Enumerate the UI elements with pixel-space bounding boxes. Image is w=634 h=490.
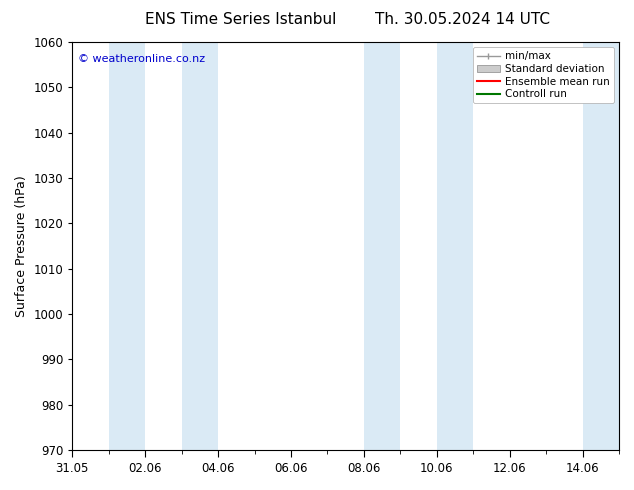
Text: © weatheronline.co.nz: © weatheronline.co.nz <box>78 54 205 64</box>
Legend: min/max, Standard deviation, Ensemble mean run, Controll run: min/max, Standard deviation, Ensemble me… <box>472 47 614 103</box>
Bar <box>109 42 145 450</box>
Bar <box>583 42 619 450</box>
Text: Th. 30.05.2024 14 UTC: Th. 30.05.2024 14 UTC <box>375 12 550 27</box>
Y-axis label: Surface Pressure (hPa): Surface Pressure (hPa) <box>15 175 28 317</box>
Bar <box>364 42 400 450</box>
Bar <box>437 42 473 450</box>
Bar <box>182 42 218 450</box>
Text: ENS Time Series Istanbul: ENS Time Series Istanbul <box>145 12 337 27</box>
